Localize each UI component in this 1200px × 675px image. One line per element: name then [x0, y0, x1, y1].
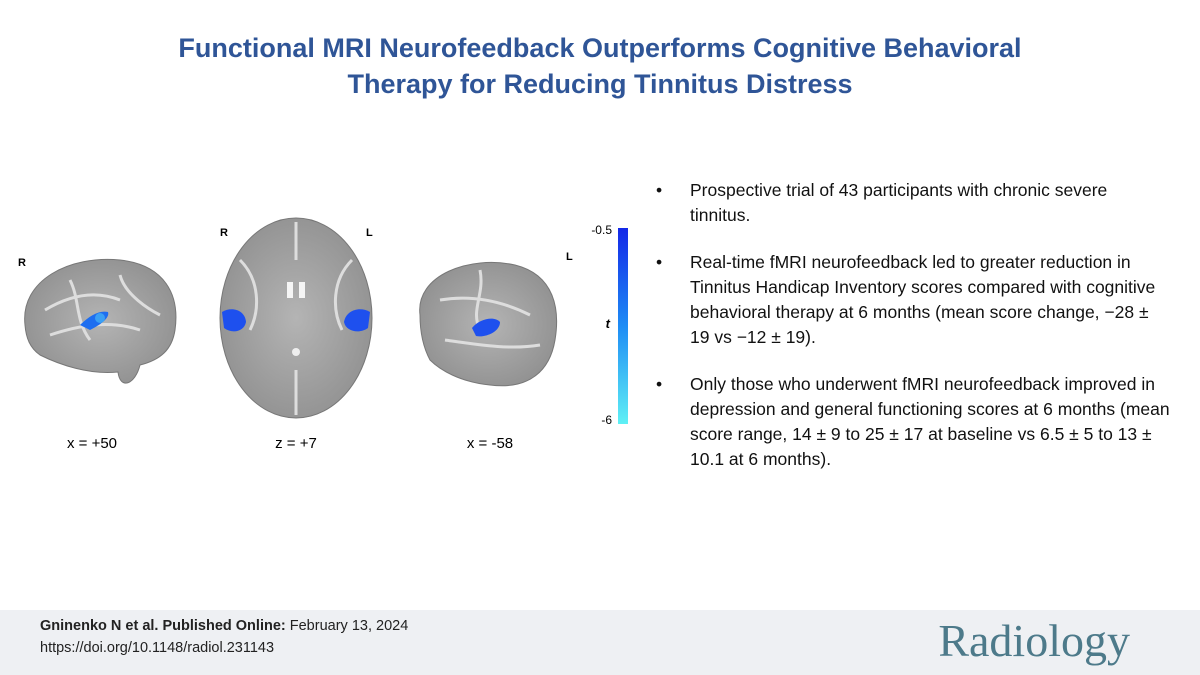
slice-caption: x = -58	[467, 435, 513, 452]
sagittal-brain-left	[419, 261, 558, 387]
colorbar-label: -0.5	[591, 223, 612, 237]
slice-caption: x = +50	[67, 435, 117, 452]
citation-authors: Gninenko N et al. Published Online:	[40, 618, 286, 634]
colorbar	[618, 228, 628, 424]
colorbar-axis-label: t	[606, 316, 611, 331]
journal-logo: Radiology	[938, 615, 1130, 666]
bullet: Only those who underwent fMRI neurofeedb…	[650, 372, 1170, 472]
brain-figure: R x = +50 R L z = +7 L x = -58 -0.5 t -6	[18, 217, 628, 452]
bullet-list: Prospective trial of 43 participants wit…	[650, 178, 1170, 494]
doi: https://doi.org/10.1148/radiol.231143	[40, 640, 275, 656]
bullet: Real-time fMRI neurofeedback led to grea…	[650, 250, 1170, 350]
citation: Gninenko N et al. Published Online: Febr…	[40, 615, 408, 659]
orientation-label: L	[366, 227, 373, 239]
orientation-label: L	[566, 251, 573, 263]
orientation-label: R	[220, 227, 228, 239]
colorbar-label: -6	[601, 413, 612, 427]
title-line: Functional MRI Neurofeedback Outperforms…	[178, 33, 1022, 63]
axial-brain	[219, 217, 373, 419]
footer: Gninenko N et al. Published Online: Febr…	[0, 610, 1200, 675]
slice-caption: z = +7	[275, 435, 317, 452]
sagittal-brain-right	[24, 258, 177, 384]
title: Functional MRI Neurofeedback Outperforms…	[0, 30, 1200, 102]
title-line: Therapy for Reducing Tinnitus Distress	[347, 69, 853, 99]
citation-date: February 13, 2024	[289, 618, 409, 634]
orientation-label: R	[18, 257, 26, 269]
bullet: Prospective trial of 43 participants wit…	[650, 178, 1170, 228]
